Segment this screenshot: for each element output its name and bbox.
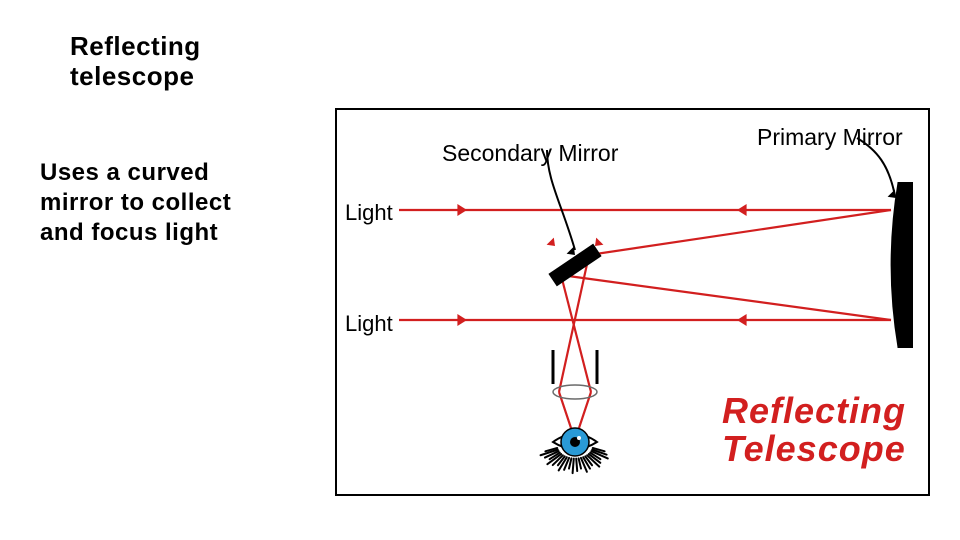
subhead-text: Uses a curvedmirror to collectand focus …: [40, 159, 231, 246]
diagram-svg: [337, 110, 932, 498]
page-title: Reflectingtelescope: [70, 32, 201, 92]
heading-line1: Reflectingtelescope: [70, 31, 201, 91]
telescope-diagram: Secondary Mirror Primary Mirror Light Li…: [335, 108, 930, 496]
page-subheading: Uses a curvedmirror to collectand focus …: [40, 158, 231, 248]
